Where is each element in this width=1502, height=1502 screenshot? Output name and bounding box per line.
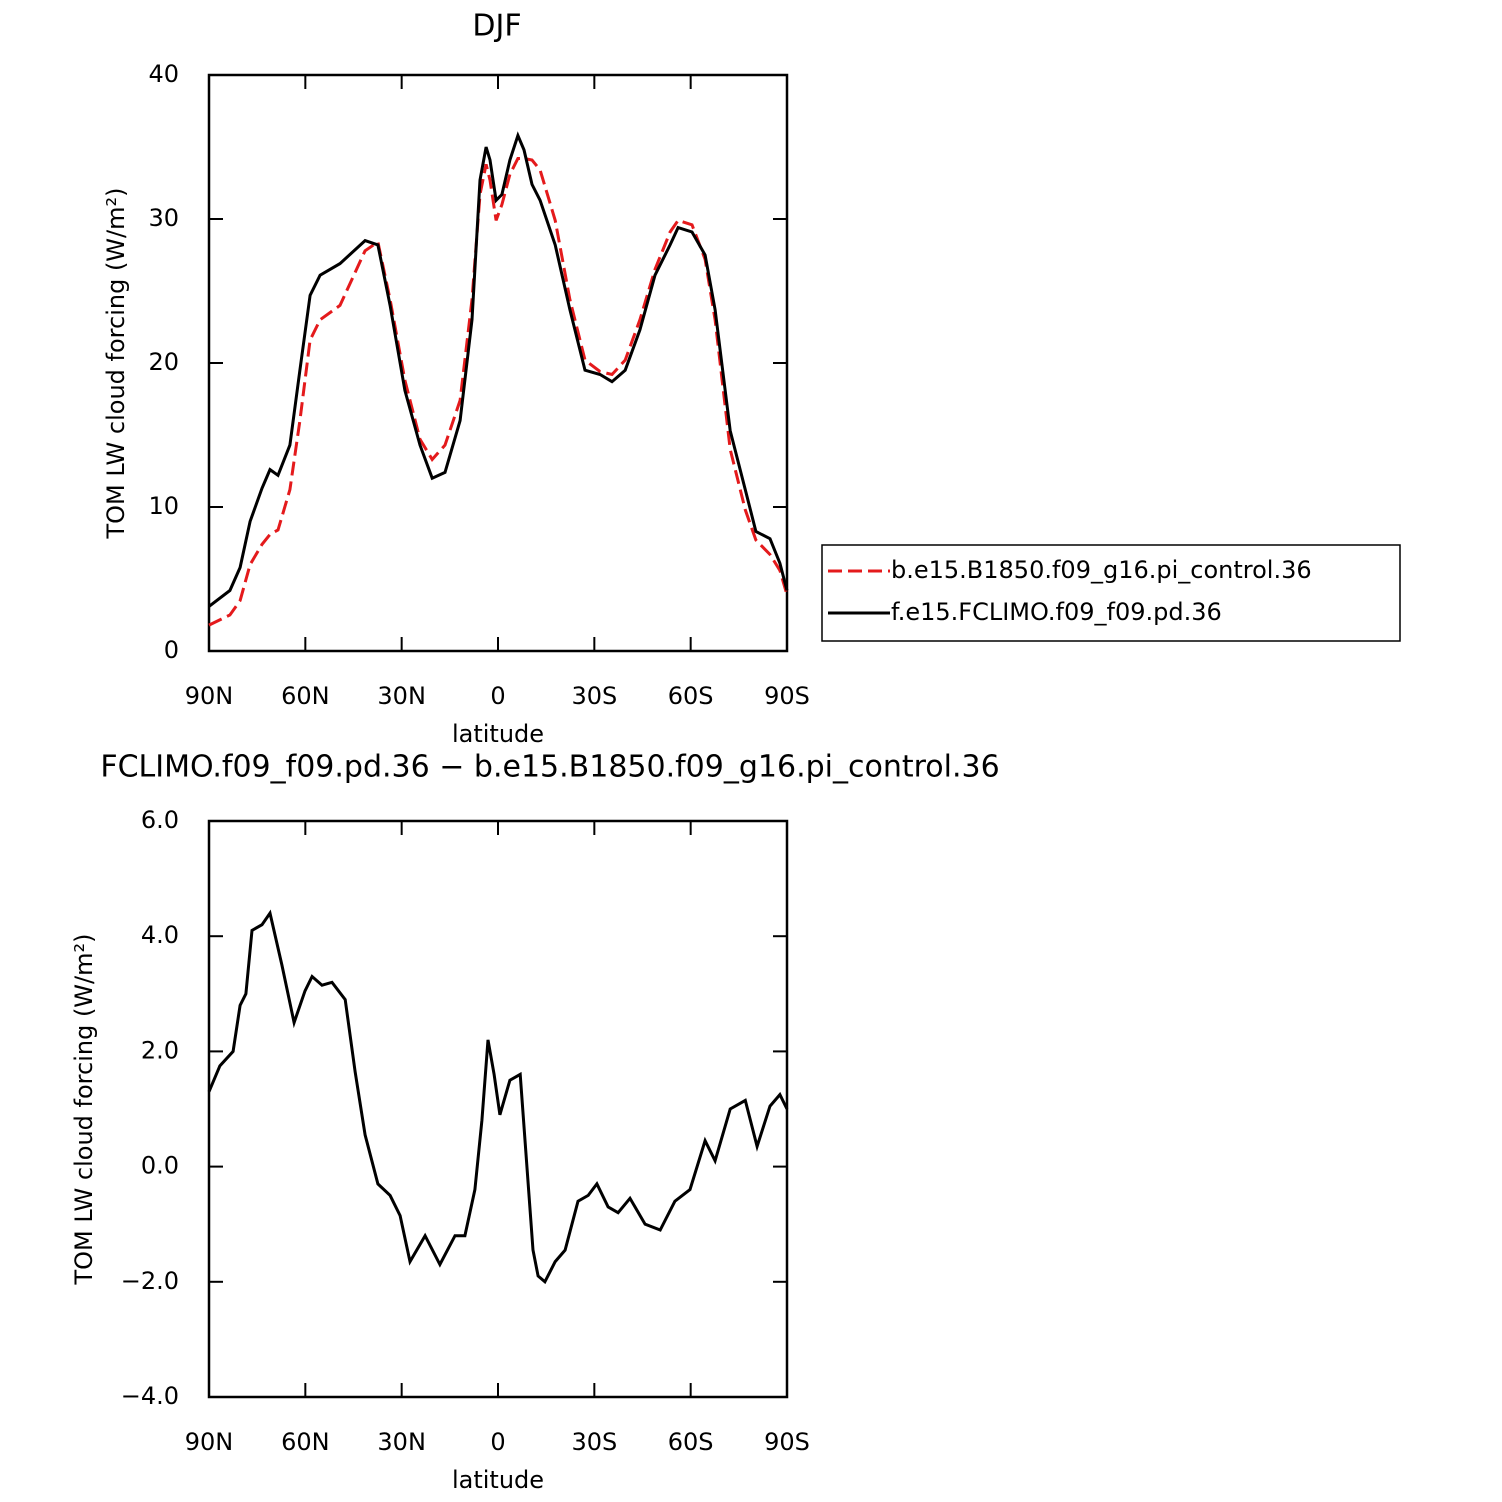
x-tick-label: 60N [281,1428,330,1456]
x-tick-label: 90N [185,682,234,710]
legend-box [821,544,1401,642]
x-tick-label: 30N [377,1428,426,1456]
x-tick-label: 60S [668,682,714,710]
legend-label: b.e15.B1850.f09_g16.pi_control.36 [891,556,1312,584]
x-tick-label: 0 [490,1428,505,1456]
data-line [207,909,789,1285]
x-tick-label: 30S [571,1428,617,1456]
legend-label: f.e15.FCLIMO.f09_f09.pd.36 [891,598,1222,626]
data-line [208,131,789,608]
x-axis-label: latitude [452,720,544,748]
y-tick-label: 4.0 [141,921,179,949]
y-tick-label: 6.0 [141,806,179,834]
y-tick-label: −2.0 [121,1267,179,1295]
y-tick-label: 30 [148,204,179,232]
y-tick-label: 0.0 [141,1152,179,1180]
y-axis-label: TOM LW cloud forcing (W/m²) [102,188,130,540]
x-tick-label: 60S [668,1428,714,1456]
x-tick-label: 90N [185,1428,234,1456]
y-tick-label: 20 [148,348,179,376]
x-tick-label: 90S [764,682,810,710]
x-tick-label: 30N [377,682,426,710]
x-tick-label: 90S [764,1428,810,1456]
chart-title: FCLIMO.f09_f09.pd.36 − b.e15.B1850.f09_g… [100,750,999,785]
x-axis-label: latitude [452,1466,544,1494]
x-tick-label: 0 [490,682,505,710]
y-tick-label: 2.0 [141,1036,179,1064]
chart-title: DJF [472,9,521,44]
y-tick-label: 40 [148,60,179,88]
data-line [208,157,789,627]
plot-frame [207,73,789,653]
x-tick-label: 30S [571,682,617,710]
y-tick-label: 10 [148,492,179,520]
x-tick-label: 60N [281,682,330,710]
y-tick-label: 0 [164,636,179,664]
y-tick-label: −4.0 [121,1382,179,1410]
y-axis-label: TOM LW cloud forcing (W/m²) [70,934,98,1286]
